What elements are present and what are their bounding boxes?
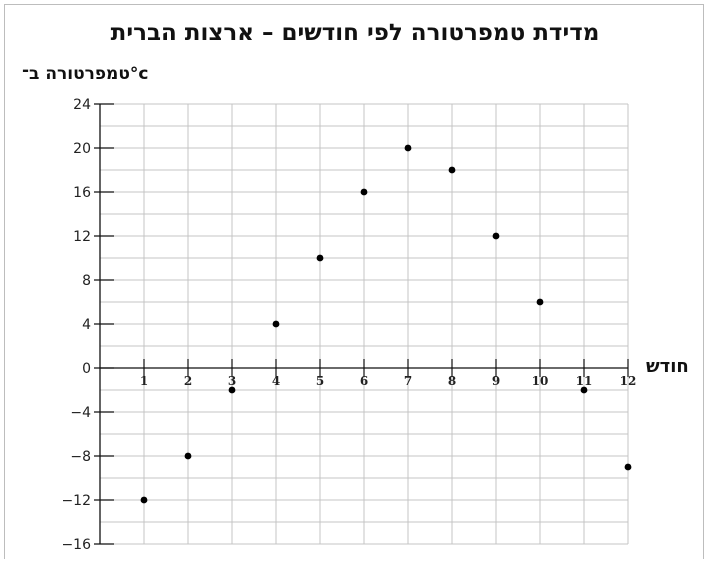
x-tick-label: 8 xyxy=(448,374,456,388)
x-tick-label: 7 xyxy=(404,374,412,388)
data-point xyxy=(492,232,500,240)
data-point xyxy=(316,254,324,262)
data-point xyxy=(448,166,456,174)
data-point xyxy=(536,298,544,306)
y-tick-label: 24 xyxy=(73,97,91,113)
x-tick-label: 10 xyxy=(532,374,549,388)
x-tick-label: 11 xyxy=(576,374,593,388)
data-point xyxy=(184,452,192,460)
data-point xyxy=(272,320,280,328)
y-tick-label: 16 xyxy=(73,185,91,201)
y-axis-label: טמפרטורה ב־°c xyxy=(22,64,149,84)
x-tick-label: 4 xyxy=(272,374,280,388)
y-tick-label: 20 xyxy=(73,141,91,157)
x-tick-label: 6 xyxy=(360,374,368,388)
x-tick-label: 12 xyxy=(620,374,637,388)
data-point xyxy=(580,386,588,394)
x-tick-label: 3 xyxy=(228,374,236,388)
y-tick-label: 0 xyxy=(82,361,91,377)
data-point xyxy=(360,188,368,196)
y-tick-label: −8 xyxy=(70,449,91,465)
y-tick-label: 12 xyxy=(73,229,91,245)
data-point xyxy=(140,496,148,504)
x-tick-label: 2 xyxy=(184,374,192,388)
x-axis-label: חודש xyxy=(646,356,689,377)
y-tick-label: 4 xyxy=(82,317,91,333)
y-tick-label: 8 xyxy=(82,273,91,289)
x-tick-label: 5 xyxy=(316,374,324,388)
data-point xyxy=(624,463,632,471)
x-tick-label: 9 xyxy=(492,374,500,388)
y-tick-label: −4 xyxy=(70,405,91,421)
data-points xyxy=(140,144,632,504)
axes xyxy=(94,103,629,545)
grid xyxy=(100,103,629,545)
chart-title: מדידת טמפרטורה לפי חודשים – ארצות הברית xyxy=(110,20,600,46)
y-tick-label: −16 xyxy=(61,537,91,553)
y-tick-label: −12 xyxy=(61,493,91,509)
chart-frame xyxy=(4,4,704,559)
data-point xyxy=(404,144,412,152)
data-point xyxy=(228,386,236,394)
x-tick-label: 1 xyxy=(140,374,148,388)
